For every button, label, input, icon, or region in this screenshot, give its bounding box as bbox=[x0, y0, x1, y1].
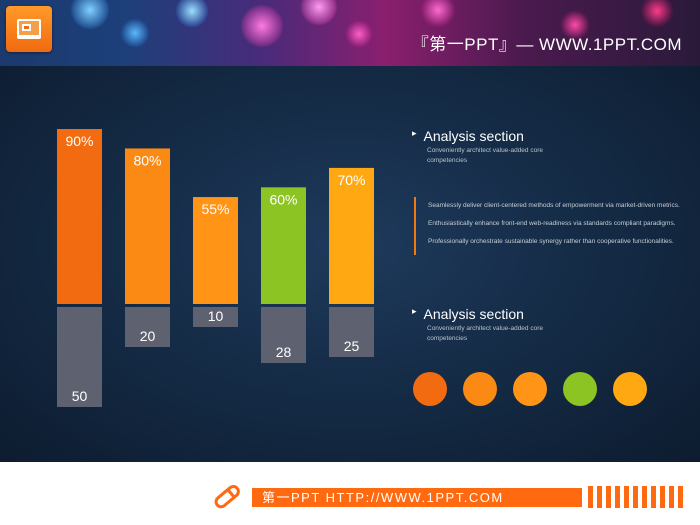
negative-bar bbox=[329, 307, 374, 357]
section-subtitle-line: Conveniently architect value-added core bbox=[427, 325, 543, 332]
body-line: Enthusiastically enhance front-end web-r… bbox=[428, 220, 676, 227]
negative-bar-label: 10 bbox=[208, 308, 224, 324]
section-header: ▸ Analysis section bbox=[412, 305, 672, 323]
triangle-bullet-icon: ▸ bbox=[412, 127, 417, 138]
analysis-section-1: ▸ Analysis section Conveniently architec… bbox=[412, 128, 672, 166]
color-circle bbox=[563, 372, 597, 406]
footer-stripe bbox=[597, 486, 602, 508]
powerpoint-icon bbox=[17, 19, 41, 39]
positive-bar bbox=[193, 197, 238, 304]
footer-text: 第一PPT HTTP://WWW.1PPT.COM bbox=[262, 490, 504, 505]
positive-bar-label: 60% bbox=[269, 191, 297, 207]
footer-stripe bbox=[615, 486, 620, 508]
section-subtitle: Conveniently architect value-added core … bbox=[427, 324, 557, 344]
positive-bar-label: 80% bbox=[133, 152, 161, 168]
color-circle bbox=[413, 372, 447, 406]
positive-bar bbox=[125, 148, 170, 304]
section-header: ▸ Analysis section bbox=[412, 127, 672, 145]
section-title: Analysis section bbox=[423, 128, 524, 144]
footer-stripe bbox=[588, 486, 593, 508]
positive-bar-label: 55% bbox=[201, 201, 229, 217]
header-title: 『第一PPT』— WWW.1PPT.COM bbox=[411, 35, 682, 54]
color-circle bbox=[463, 372, 497, 406]
color-circle bbox=[613, 372, 647, 406]
footer-stripe bbox=[624, 486, 629, 508]
section-subtitle-line: competencies bbox=[427, 157, 468, 164]
body-line: Professionally orchestrate sustainable s… bbox=[428, 238, 674, 245]
bar-chart: 90% 50 80% 20 55% 10 60% 28 70% 25 bbox=[57, 129, 374, 407]
section-subtitle-line: Conveniently architect value-added core bbox=[427, 147, 543, 154]
footer-stripe bbox=[633, 486, 638, 508]
color-circle bbox=[513, 372, 547, 406]
positive-bar bbox=[329, 167, 374, 304]
positive-bar bbox=[261, 187, 306, 304]
footer-stripe bbox=[606, 486, 611, 508]
negative-bar-label: 20 bbox=[140, 328, 156, 344]
footer-bar: 第一PPT HTTP://WWW.1PPT.COM bbox=[252, 488, 582, 507]
analysis-section-2: ▸ Analysis section Conveniently architec… bbox=[412, 306, 672, 344]
positive-bar bbox=[57, 129, 102, 304]
footer-stripes bbox=[588, 486, 687, 508]
app-logo bbox=[6, 6, 52, 52]
body-text-block: Seamlessly deliver client-centered metho… bbox=[414, 197, 680, 255]
footer-stripe bbox=[642, 486, 647, 508]
negative-bar bbox=[261, 307, 306, 363]
section-title: Analysis section bbox=[423, 306, 524, 322]
footer-stripe bbox=[678, 486, 683, 508]
negative-bar-label: 25 bbox=[344, 338, 360, 354]
body-line: Seamlessly deliver client-centered metho… bbox=[428, 202, 680, 209]
triangle-bullet-icon: ▸ bbox=[412, 305, 417, 316]
section-subtitle: Conveniently architect value-added core … bbox=[427, 146, 557, 166]
footer-stripe bbox=[669, 486, 674, 508]
negative-bar-label: 28 bbox=[276, 344, 292, 360]
negative-bar bbox=[57, 307, 102, 407]
positive-bar-label: 70% bbox=[337, 172, 365, 188]
section-subtitle-line: competencies bbox=[427, 335, 468, 342]
footer-stripe bbox=[651, 486, 656, 508]
pencil-icon bbox=[214, 485, 240, 509]
negative-bar-label: 50 bbox=[72, 388, 88, 404]
negative-bar bbox=[125, 307, 170, 347]
negative-bar bbox=[193, 307, 238, 327]
positive-bar-label: 90% bbox=[65, 133, 93, 149]
footer-stripe bbox=[660, 486, 665, 508]
